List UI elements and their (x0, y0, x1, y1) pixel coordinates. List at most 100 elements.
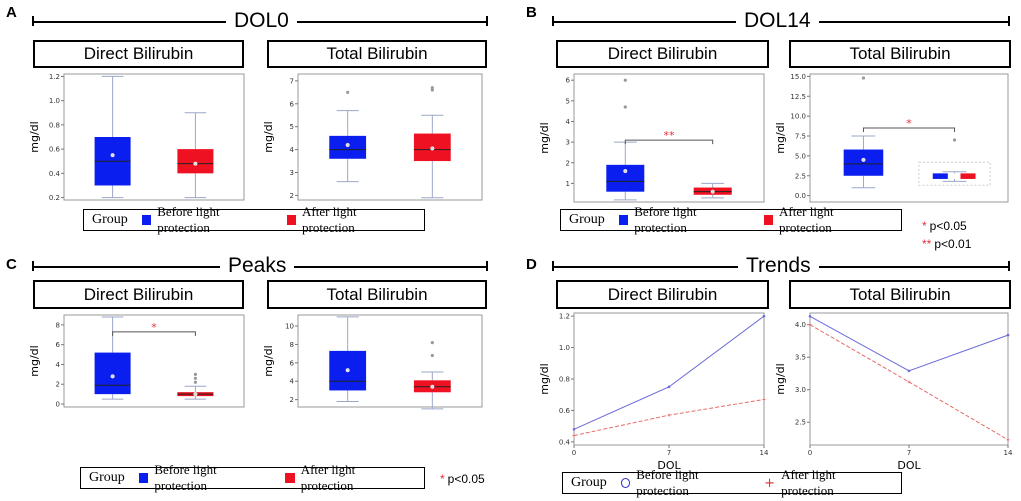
legend-item-after: After light protection (763, 204, 883, 236)
outlier-after (193, 376, 197, 380)
plot-frame (297, 73, 483, 201)
panel-label-d: D (526, 256, 537, 273)
legend-item-before: Before light protection (620, 467, 746, 499)
circle-icon (620, 478, 631, 488)
subtitle-text: Direct Bilirubin (607, 284, 718, 304)
rule-tick (552, 16, 554, 26)
chart-d-total: 2.5 3.0 3.5 4.0 mg/dl 0 7 14 DOL (774, 312, 1013, 471)
box-after (177, 149, 214, 174)
chart-c-direct: 0 2 4 6 8 mg/dl * (28, 314, 245, 409)
panel-label-b: B (526, 4, 537, 21)
panel-d-title: Trends (738, 255, 819, 277)
data-point-before (808, 314, 812, 318)
y-tick-label: 7.5 (795, 133, 806, 141)
subtitle-a-direct: Direct Bilirubin (33, 40, 244, 68)
chart-b-total: 0.0 2.5 5.0 7.5 10.0 12.5 15.0 mg/dl * (774, 73, 1009, 203)
legend-label-after: After light protection (781, 467, 836, 498)
y-axis-label: mg/dl (28, 121, 41, 152)
significance-bracket (112, 331, 196, 336)
y-tick-label: 3 (566, 139, 570, 147)
box-after (960, 173, 976, 179)
x-tick-label: 0 (808, 449, 812, 457)
x-axis-label: DOL (657, 459, 681, 471)
mean-marker-after (193, 392, 198, 397)
outlier-before (623, 78, 627, 82)
panel-label-a: A (6, 4, 17, 21)
subtitle-text: Total Bilirubin (849, 284, 951, 304)
y-tick-label: 0 (56, 401, 60, 409)
y-tick-label: 5 (290, 123, 294, 131)
y-tick-label: 1.0 (559, 344, 570, 352)
legend-swatch-before (141, 215, 152, 225)
plot-frame (809, 73, 1009, 203)
legend-swatch-after (763, 215, 774, 225)
sig-star: ** (922, 237, 932, 251)
y-tick-label: 2 (566, 159, 570, 167)
y-axis-label: mg/dl (774, 363, 787, 394)
data-point-before (667, 385, 671, 389)
rule-tick (32, 16, 34, 26)
y-tick-label: 4 (56, 361, 61, 369)
outlier-before (346, 90, 350, 94)
y-tick-label: 5.0 (795, 152, 806, 160)
legend-label-before: Before light protection (154, 462, 217, 493)
y-tick-label: 2 (56, 381, 60, 389)
outlier-after (193, 380, 197, 384)
data-point-before (907, 369, 911, 373)
y-tick-label: 6 (566, 77, 571, 85)
y-tick-label: 15.0 (790, 73, 806, 81)
y-axis-label: mg/dl (262, 345, 275, 376)
sig-note-p05-b: * p<0.05 (922, 219, 967, 233)
significance-bracket (624, 139, 714, 145)
y-tick-label: 1.2 (49, 73, 60, 81)
chart-a-total: 2 3 4 5 6 7 mg/dl (262, 73, 483, 201)
outlier-before (861, 76, 866, 80)
y-tick-label: 2 (290, 396, 294, 404)
sig-text: p<0.05 (447, 472, 485, 486)
x-tick-label: 7 (667, 449, 671, 457)
legend-item-after: + After light protection (764, 467, 883, 499)
mean-marker-before (861, 157, 866, 162)
sig-note-p01-b: ** p<0.01 (922, 237, 971, 251)
legend-label-before: Before light protection (636, 467, 699, 498)
data-point-before (762, 314, 766, 318)
box-before (606, 164, 645, 192)
panel-b-title: DOL14 (736, 10, 819, 32)
legend-swatch-before (138, 473, 149, 483)
y-tick-label: 10.0 (790, 113, 806, 121)
y-tick-label: 3 (290, 169, 294, 177)
subtitle-text: Direct Bilirubin (607, 44, 718, 63)
outlier-before (623, 105, 627, 109)
box-before (843, 149, 884, 176)
chart-d-direct: 0.4 0.6 0.8 1.0 1.2 mg/dl 0 7 14 DOL (538, 312, 769, 471)
legend-label-before: Before light protection (157, 204, 220, 235)
y-axis-label: mg/dl (774, 122, 787, 153)
sig-star: * (922, 219, 927, 233)
y-tick-label: 3.0 (795, 386, 806, 394)
subtitle-text: Direct Bilirubin (83, 44, 194, 63)
data-point-before (572, 427, 576, 431)
rule-tick (486, 16, 488, 26)
chart-a-direct: 0.2 0.4 0.6 0.8 1.0 1.2 mg/dl (28, 73, 245, 202)
x-tick-label: 0 (572, 449, 576, 457)
y-axis-label: mg/dl (28, 345, 41, 376)
subtitle-text: Total Bilirubin (326, 284, 428, 304)
y-tick-label: 0.6 (49, 146, 61, 154)
subtitle-text: Total Bilirubin (849, 44, 951, 63)
legend-title: Group (92, 212, 128, 227)
y-tick-label: 10 (285, 323, 294, 331)
data-point-after (808, 323, 812, 327)
y-tick-label: 4 (290, 146, 295, 154)
outlier-after (952, 138, 957, 142)
data-point-after (667, 413, 671, 417)
mean-marker-after (193, 161, 198, 166)
mean-marker-before (623, 168, 628, 174)
subtitle-b-total: Total Bilirubin (789, 40, 1011, 68)
plus-icon: + (764, 475, 776, 491)
sig-star: * (440, 472, 445, 486)
significance-bracket (862, 127, 956, 133)
plot-frame (297, 314, 483, 408)
subtitle-d-total: Total Bilirubin (789, 280, 1011, 309)
y-tick-label: 4 (290, 378, 295, 386)
legend-title: Group (89, 470, 125, 485)
